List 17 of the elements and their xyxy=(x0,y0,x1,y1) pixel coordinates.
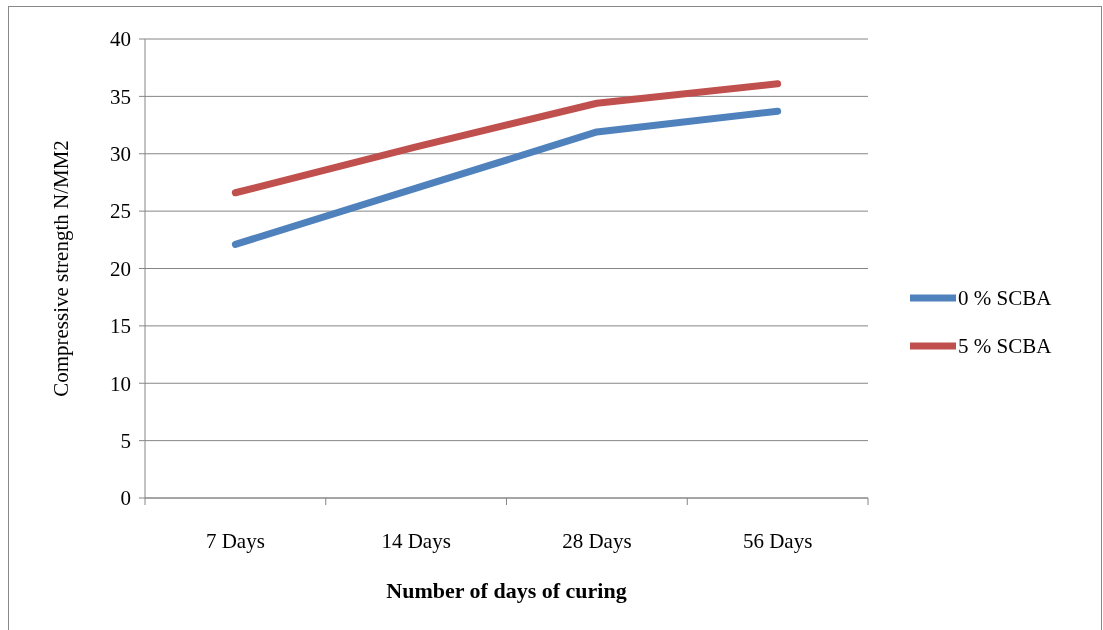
legend-label: 5 % SCBA xyxy=(958,334,1053,359)
legend-label: 0 % SCBA xyxy=(958,286,1053,311)
x-axis-title: Number of days of curing xyxy=(386,578,627,603)
y-tick-label: 15 xyxy=(110,314,131,339)
y-tick-label: 0 xyxy=(120,486,131,511)
y-axis-title: Compressive strength N/MM2 xyxy=(49,140,73,397)
y-tick-label: 25 xyxy=(110,199,131,224)
x-tick-label: 7 Days xyxy=(205,529,265,553)
y-tick-label: 30 xyxy=(110,142,131,167)
y-tick-label: 20 xyxy=(110,256,131,281)
y-tick-label: 10 xyxy=(110,371,131,396)
y-tick-label: 5 xyxy=(120,428,131,453)
y-tick-label: 40 xyxy=(110,27,131,52)
x-tick-label: 14 Days xyxy=(381,529,451,553)
y-tick-label: 35 xyxy=(110,84,131,109)
x-tick-label: 56 Days xyxy=(742,529,813,553)
x-tick-label: 28 Days xyxy=(562,529,632,553)
